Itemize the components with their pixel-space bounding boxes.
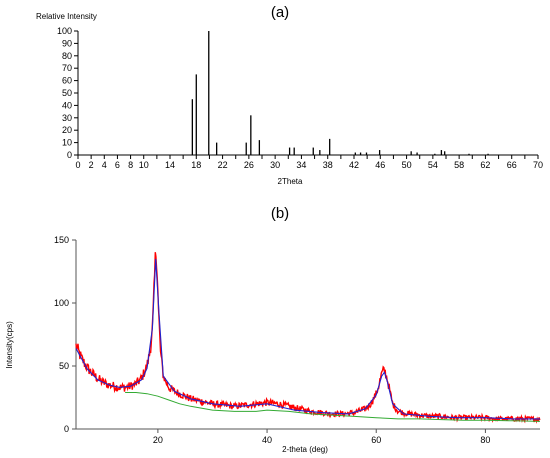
panel-a-y-tick-label: 60: [62, 76, 72, 86]
panel-a-x-tick-label: 22: [218, 160, 228, 170]
panel-b-axes: 0 50 100 150 20 40 60 80: [54, 235, 540, 445]
panel-b: (b) Intensity(cps) 2-theta (deg) 0 50 100 1…: [5, 205, 541, 454]
panel-b-y-tick-label: 50: [59, 361, 69, 371]
panel-a-label: (a): [271, 4, 289, 21]
panel-a-x-tick-label: 4: [102, 160, 107, 170]
panel-a-x-tick-label: 38: [323, 160, 333, 170]
panel-b-x-tick-label: 80: [480, 435, 490, 445]
panel-a-x-tick-label: 46: [375, 160, 385, 170]
panel-b-series-measured: [75, 252, 541, 424]
panel-a-x-tick-label: 54: [428, 160, 438, 170]
panel-a-x-axis-label: 2Theta: [278, 177, 303, 186]
panel-a-x-tick-label: 0: [75, 160, 80, 170]
panel-a-x-tick-label: 62: [480, 160, 490, 170]
panel-b-series-fit: [75, 258, 540, 420]
panel-a-x-tick-label: 18: [191, 160, 201, 170]
panel-a-y-axis-label: Relative Intensity: [36, 12, 97, 21]
panel-b-x-tick-label: 40: [262, 435, 272, 445]
panel-b-y-tick-label: 150: [54, 235, 69, 245]
panel-a-x-tick-label: 8: [128, 160, 133, 170]
panel-b-y-tick-label: 100: [54, 298, 69, 308]
panel-a-x-tick-label: 14: [165, 160, 175, 170]
panel-a-x-tick-label: 2: [89, 160, 94, 170]
panel-a-y-tick-label: 0: [67, 150, 72, 160]
panel-a-x-tick-label: 26: [244, 160, 254, 170]
panel-a-y-tick-label: 20: [62, 125, 72, 135]
panel-a-x-tick-label: 58: [454, 160, 464, 170]
panel-a-y-tick-label: 40: [62, 100, 72, 110]
panel-a-y-tick-label: 30: [62, 113, 72, 123]
panel-a-bars: [191, 31, 489, 155]
panel-a-y-tick-label: 50: [62, 88, 72, 98]
panel-b-label: (b): [271, 205, 289, 222]
panel-b-y-tick-label: 0: [64, 424, 69, 434]
panel-a-x-tick-label: 34: [296, 160, 306, 170]
panel-a-x-tick-label: 70: [533, 160, 543, 170]
panel-b-series-background: [125, 392, 541, 422]
panel-a-x-tick-label: 30: [270, 160, 280, 170]
panel-a-x-tick-label: 66: [507, 160, 517, 170]
panel-a-y-tick-label: 70: [62, 63, 72, 73]
panel-a-y-tick-label: 80: [62, 51, 72, 61]
panel-b-x-tick-label: 60: [371, 435, 381, 445]
panel-b-y-axis-label: Intensity(cps): [5, 321, 14, 369]
panel-b-lines: [75, 252, 541, 424]
panel-a-x-tick-label: 50: [402, 160, 412, 170]
panel-b-x-tick-label: 20: [153, 435, 163, 445]
panel-a-y-tick-label: 100: [57, 26, 72, 36]
panel-a-x-tick-label: 10: [139, 160, 149, 170]
panel-a-y-tick-label: 90: [62, 38, 72, 48]
panel-a: (a) Relative Intensity 2Theta 0102030405…: [36, 4, 543, 186]
panel-a-y-tick-label: 10: [62, 138, 72, 148]
panel-a-x-tick-label: 6: [115, 160, 120, 170]
panel-b-x-axis-label: 2-theta (deg): [282, 445, 328, 454]
panel-a-x-tick-label: 42: [349, 160, 359, 170]
